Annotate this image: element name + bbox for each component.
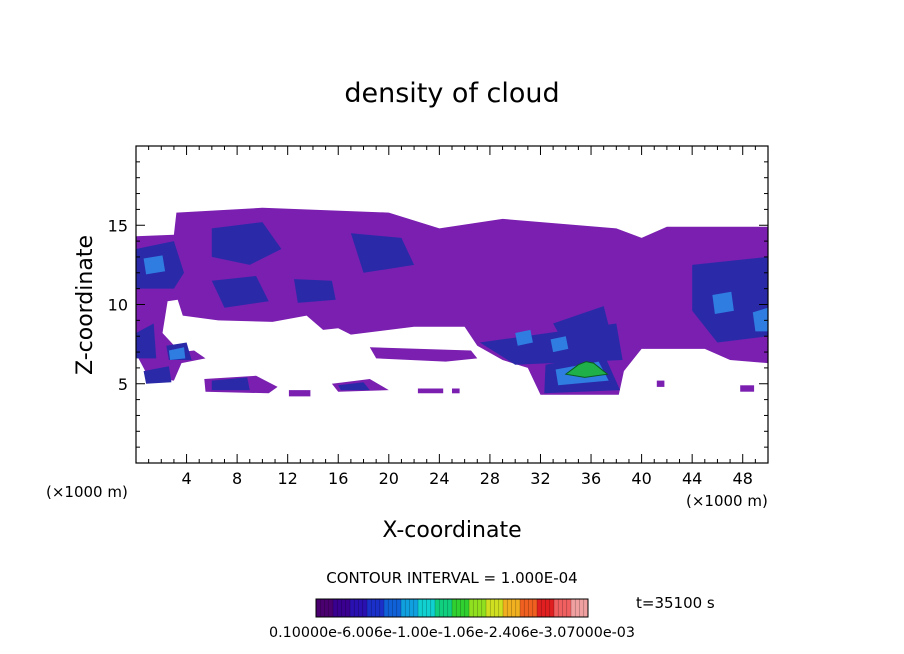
colorbar-swatch	[401, 599, 419, 617]
colorbar-swatch	[486, 599, 504, 617]
colorbar-swatch	[520, 599, 538, 617]
cloud-region-mid_low	[553, 306, 614, 346]
cloud-region-mid	[143, 255, 166, 275]
x-tick-label: 44	[682, 469, 702, 488]
colorbar-swatch	[435, 599, 453, 617]
colorbar-labels: 0.10000e-6.006e-1.00e-1.06e-2.406e-3.070…	[269, 625, 635, 641]
cloud-region-mid_low	[136, 323, 157, 359]
x-tick-label: 4	[181, 469, 191, 488]
colorbar-frame	[315, 598, 589, 618]
colorbar-swatch	[452, 599, 470, 617]
colorbar-swatch	[469, 599, 487, 617]
x-tick-label: 12	[278, 469, 298, 488]
y-tick-label: 10	[108, 296, 128, 315]
x-axis-label: X-coordinate	[382, 518, 521, 543]
colorbar-swatch	[367, 599, 385, 617]
x-tick-label: 32	[530, 469, 550, 488]
cloud-region-mid_low	[294, 279, 336, 303]
cloud-region-mid	[168, 347, 186, 360]
cloud-region-low	[417, 388, 444, 394]
colorbar-swatch	[316, 599, 334, 617]
x-tick-label: 40	[631, 469, 651, 488]
colorbar-swatch	[537, 599, 555, 617]
colorbar-swatch	[554, 599, 572, 617]
colorbar-swatch	[503, 599, 521, 617]
cloud-region-mid_low	[143, 366, 172, 384]
chart-title: density of cloud	[344, 78, 559, 109]
colorbar-swatch	[571, 599, 589, 617]
x-tick-label: 8	[232, 469, 242, 488]
x-tick-label: 16	[328, 469, 348, 488]
x-tick-label: 20	[379, 469, 399, 488]
x-tick-label: 48	[733, 469, 753, 488]
cloud-region-low	[740, 385, 755, 392]
cloud-region-high	[564, 361, 609, 378]
cloud-region-mid_low	[211, 276, 269, 308]
cloud-region-mid_low	[211, 222, 282, 265]
cloud-region-mid	[550, 336, 569, 353]
contour-interval: CONTOUR INTERVAL = 1.000E-04	[326, 569, 577, 587]
x-unit-left: (×1000 m)	[46, 483, 128, 501]
cloud-region-low	[369, 347, 478, 362]
x-axis: 4 8 12 16 20 24 28 32 36 40 44 48	[148, 146, 756, 488]
cloud-region-mid	[515, 329, 533, 346]
cloud-region-low	[452, 388, 460, 394]
x-tick-label: 24	[429, 469, 449, 488]
colorbar-swatch	[333, 599, 351, 617]
plot-area	[136, 207, 768, 397]
x-tick-label: 28	[480, 469, 500, 488]
cloud-region-mid	[752, 307, 768, 332]
cloud-region-mid_low	[211, 377, 250, 391]
cloud-region-low	[288, 390, 311, 397]
colorbar	[316, 599, 589, 617]
y-tick-label: 5	[118, 375, 128, 394]
cloud-region-mid_low	[350, 233, 415, 273]
y-tick-label: 15	[108, 216, 128, 235]
time-label: t=35100 s	[636, 594, 715, 612]
colorbar-swatch	[384, 599, 402, 617]
cloud-region-mid	[712, 291, 734, 314]
x-tick-label: 36	[581, 469, 601, 488]
colorbar-swatch	[350, 599, 368, 617]
cloud-region-mid_low	[338, 382, 370, 391]
y-axis: 5 10 15	[108, 161, 768, 448]
cloud-region-low	[656, 380, 665, 387]
y-axis-label: Z-coordinate	[73, 235, 98, 375]
colorbar-swatch	[418, 599, 436, 617]
x-unit-right: (×1000 m)	[686, 492, 768, 510]
